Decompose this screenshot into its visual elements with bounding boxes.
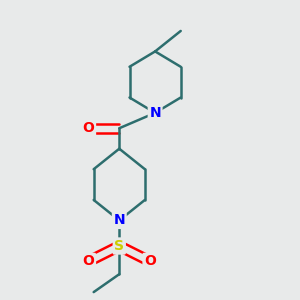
Text: N: N [149, 106, 161, 120]
Text: O: O [82, 254, 94, 268]
Text: S: S [114, 239, 124, 253]
Text: O: O [82, 121, 94, 135]
Text: O: O [144, 254, 156, 268]
Text: N: N [113, 213, 125, 227]
